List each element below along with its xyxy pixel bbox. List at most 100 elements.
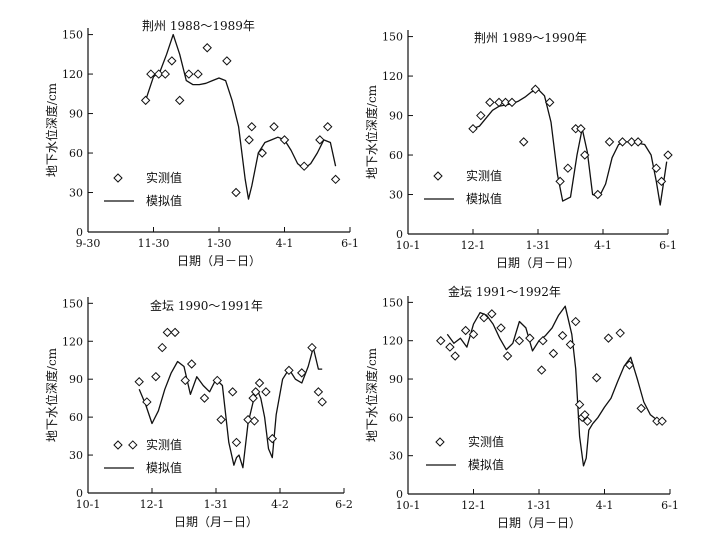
observed-point xyxy=(174,95,185,106)
chart-title: 荆州 1988～1989年 xyxy=(142,19,255,33)
observed-point xyxy=(576,124,586,134)
observed-point xyxy=(247,122,257,132)
observed-point xyxy=(514,336,525,346)
observed-point xyxy=(140,95,151,106)
legend-simulated-label: 模拟值 xyxy=(466,191,502,206)
x-axis-label: 日期（月－日） xyxy=(177,254,261,268)
x-tick-label: 1-30 xyxy=(207,237,232,250)
observed-point xyxy=(518,137,529,147)
x-axis-label: 日期（月－日） xyxy=(174,515,258,529)
observed-point xyxy=(603,333,614,343)
y-tick-label: 150 xyxy=(382,31,403,44)
y-tick-label: 60 xyxy=(389,149,403,162)
x-tick-label: 6-1 xyxy=(341,237,359,250)
x-tick-label: 10-1 xyxy=(396,239,421,252)
observed-point xyxy=(257,148,267,158)
observed-point xyxy=(582,416,593,426)
observed-point xyxy=(544,97,555,108)
legend-observed-marker xyxy=(113,173,123,183)
observed-point xyxy=(167,56,177,66)
legend-simulated-label: 模拟值 xyxy=(146,460,182,475)
observed-point xyxy=(307,342,317,353)
legend-observed-label: 实测值 xyxy=(466,168,502,183)
observed-point xyxy=(134,377,144,387)
y-tick-label: 60 xyxy=(69,147,83,160)
observed-point xyxy=(636,403,646,414)
observed-point xyxy=(656,176,667,187)
x-tick-label: 11-30 xyxy=(138,237,170,250)
observed-point xyxy=(574,399,585,410)
x-axis-label: 日期（月－日） xyxy=(496,256,580,270)
observed-point xyxy=(580,150,590,160)
observed-point xyxy=(436,336,446,346)
observed-point xyxy=(216,414,226,425)
y-tick-label: 30 xyxy=(389,189,403,202)
x-tick-label: 1-31 xyxy=(204,498,229,511)
simulated-series-line xyxy=(472,88,668,206)
chart-title: 金坛 1990～1991年 xyxy=(150,298,263,313)
chart-panel-2: 0 30 60 90 120 150 10-1 12-1 1-31 4-1 6-1 日期（月－日） 地下… xyxy=(364,30,677,270)
observed-point xyxy=(157,342,167,353)
x-tick-label: 10-1 xyxy=(396,499,421,512)
chart-panel-3: 0 30 60 90 120 150 10-1 12-1 1-31 4-2 6-2 日期（月－日） 地下… xyxy=(44,297,353,529)
observed-point xyxy=(261,387,271,397)
observed-point xyxy=(313,387,324,397)
observed-point xyxy=(450,351,460,361)
y-axis-label: 地下水位深度/cm xyxy=(44,82,59,177)
observed-point xyxy=(299,161,309,171)
observed-point xyxy=(555,176,565,187)
y-tick-label: 90 xyxy=(389,373,403,386)
x-tick-label: 1-31 xyxy=(526,239,551,252)
x-axis-label: 日期（月－日） xyxy=(497,516,581,530)
legend-observed-label: 实测值 xyxy=(146,437,182,452)
observed-point xyxy=(151,371,161,382)
legend-observed-label: 实测值 xyxy=(468,434,504,449)
x-tick-label: 6-1 xyxy=(661,499,679,512)
x-tick-label: 10-1 xyxy=(76,498,101,511)
y-tick-label: 120 xyxy=(62,335,83,348)
y-axis-label: 地下水位深度/cm xyxy=(364,84,379,179)
observed-point xyxy=(160,69,170,79)
observed-point xyxy=(279,135,290,145)
legend-simulated-label: 模拟值 xyxy=(146,193,182,208)
observed-point xyxy=(184,69,194,79)
y-tick-label: 150 xyxy=(62,297,83,310)
observed-point xyxy=(284,365,294,376)
observed-point xyxy=(580,410,590,420)
y-tick-label: 120 xyxy=(62,68,83,81)
observed-point xyxy=(663,150,673,160)
observed-point xyxy=(626,137,637,147)
y-axis-label: 地下水位深度/cm xyxy=(364,347,379,442)
x-tick-label: 4-1 xyxy=(596,499,614,512)
y-tick-label: 0 xyxy=(396,488,403,501)
observed-point xyxy=(496,323,506,333)
observed-point xyxy=(624,360,635,370)
legend-observed-marker xyxy=(113,440,123,450)
observed-point xyxy=(468,329,479,340)
observed-point xyxy=(525,333,535,343)
observed-point xyxy=(468,124,478,134)
observed-point xyxy=(633,137,643,147)
x-tick-label: 12-1 xyxy=(461,499,486,512)
observed-point xyxy=(222,56,232,66)
observed-point xyxy=(154,69,164,79)
observed-point xyxy=(657,416,667,426)
chart-title: 荆州 1989～1990年 xyxy=(474,31,587,45)
observed-point xyxy=(202,43,212,53)
observed-point xyxy=(250,387,261,397)
y-tick-label: 120 xyxy=(382,70,403,83)
observed-point xyxy=(445,342,455,352)
y-tick-label: 60 xyxy=(69,411,83,424)
observed-point xyxy=(317,397,327,407)
y-tick-label: 90 xyxy=(69,373,83,386)
observed-point xyxy=(212,375,222,386)
observed-point xyxy=(651,163,662,173)
y-axis-label: 地下水位深度/cm xyxy=(44,347,59,442)
observed-point xyxy=(502,351,513,361)
chart-title: 金坛 1991～1992年 xyxy=(448,284,561,299)
legend-observed-label: 实测值 xyxy=(146,170,182,185)
observed-point xyxy=(604,137,615,147)
observed-point xyxy=(548,348,559,359)
observed-point xyxy=(557,330,568,341)
